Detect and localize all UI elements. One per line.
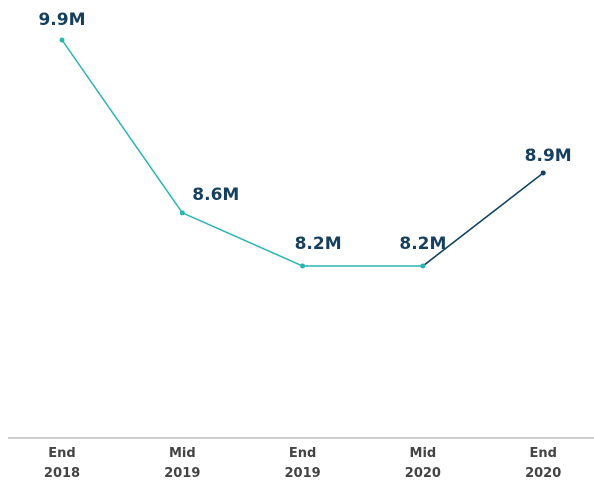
point — [300, 263, 306, 269]
line — [61, 39, 544, 267]
x-tick-label: End 2019 — [284, 446, 321, 481]
x-tick-label: End 2018 — [43, 446, 81, 481]
point — [420, 263, 426, 269]
x-tick-label: Mid 2020 — [404, 446, 441, 481]
x-tick-label: End 2020 — [525, 446, 562, 481]
value-label: 8.6M — [192, 185, 239, 205]
value-label: 8.2M — [295, 234, 342, 254]
value-label: 9.9M — [38, 10, 85, 30]
value-label: 8.2M — [399, 234, 446, 254]
point — [59, 37, 65, 43]
line-segment — [422, 172, 544, 267]
point — [540, 170, 546, 176]
x-tick-label: Mid 2019 — [164, 446, 201, 481]
value-label: 8.9M — [525, 146, 572, 166]
point — [179, 210, 185, 216]
